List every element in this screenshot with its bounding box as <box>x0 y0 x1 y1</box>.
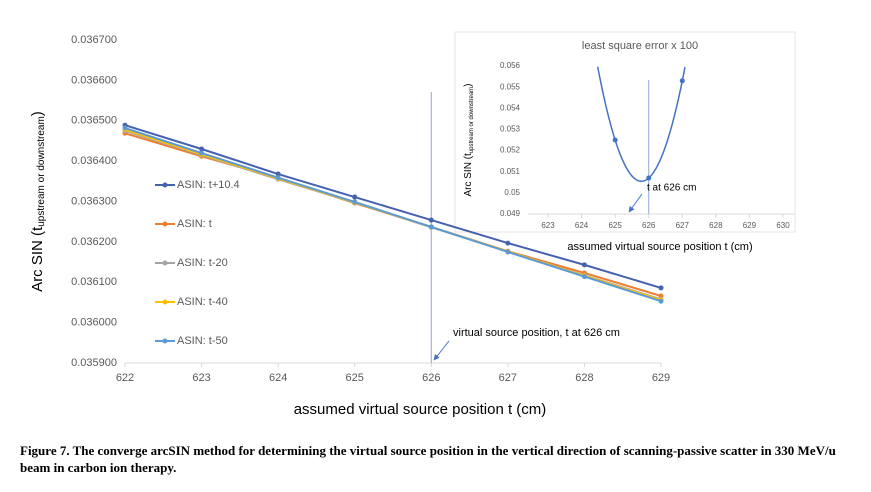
y-tick-label: 0.054 <box>500 103 521 112</box>
x-tick-label: 627 <box>676 221 690 230</box>
x-tick-label: 629 <box>652 372 670 384</box>
data-point <box>275 171 281 177</box>
y-tick-label: 0.036600 <box>71 74 117 86</box>
x-tick-label: 626 <box>422 372 440 384</box>
x-axis-label: assumed virtual source position t (cm) <box>567 241 752 253</box>
y-tick-label: 0.036700 <box>71 34 117 46</box>
data-point <box>428 224 434 230</box>
caption: Figure 7. The converge arcSIN method for… <box>20 443 836 475</box>
data-point <box>612 137 618 143</box>
x-axis-label: assumed virtual source position t (cm) <box>294 401 547 418</box>
x-tick-label: 626 <box>642 221 656 230</box>
y-tick-label: 0.036000 <box>71 317 117 329</box>
y-tick-label: 0.036500 <box>71 115 117 127</box>
legend-label: ASIN: t+10.4 <box>177 179 240 191</box>
x-tick-label: 622 <box>116 372 134 384</box>
y-axis-label-part: upstream or downstream <box>36 116 47 227</box>
legend-marker <box>162 338 168 344</box>
y-tick-label: 0.055 <box>500 82 521 91</box>
legend-label: ASIN: t-40 <box>177 296 228 308</box>
x-tick-label: 623 <box>192 372 210 384</box>
data-point <box>658 298 664 304</box>
y-tick-label: 0.036100 <box>71 276 117 288</box>
data-point <box>352 194 358 200</box>
data-point <box>581 274 587 280</box>
x-tick-label: 630 <box>776 221 790 230</box>
data-point <box>352 199 358 205</box>
y-tick-label: 0.035900 <box>71 357 117 369</box>
data-point <box>581 262 587 268</box>
annotation: virtual source position, t at 626 cm <box>453 327 620 339</box>
x-tick-label: 625 <box>346 372 364 384</box>
fit-curve <box>596 66 686 183</box>
legend-label: ASIN: t-50 <box>177 335 228 347</box>
y-axis-label-part: ) <box>29 111 46 116</box>
x-tick-label: 623 <box>541 221 555 230</box>
y-tick-label: 0.051 <box>500 167 521 176</box>
y-axis-label-part: upstream or downstream <box>469 87 475 153</box>
chart-title: least square error x 100 <box>582 40 698 52</box>
annotation: t at 626 cm <box>647 183 696 194</box>
legend-label: ASIN: t <box>177 218 212 230</box>
data-point <box>505 249 511 255</box>
x-tick-label: 627 <box>499 372 517 384</box>
legend-marker <box>162 182 168 188</box>
y-axis-label-part: Arc SIN (t <box>463 153 474 197</box>
y-tick-label: 0.052 <box>500 146 521 155</box>
x-tick-label: 624 <box>575 221 589 230</box>
x-tick-label: 624 <box>269 372 287 384</box>
y-tick-label: 0.05 <box>504 188 520 197</box>
series-line <box>124 127 662 303</box>
data-point <box>122 125 128 131</box>
x-tick-label: 625 <box>608 221 622 230</box>
y-axis-label: Arc SIN (tupstream or downstream) <box>29 111 47 292</box>
legend-marker <box>162 260 168 266</box>
y-tick-label: 0.053 <box>500 125 521 134</box>
data-point <box>505 240 511 246</box>
y-tick-label: 0.036200 <box>71 236 117 248</box>
legend-marker <box>162 299 168 305</box>
figure: 622 623 624 625 626 627 628 629 0.035900 0.036000… <box>29 31 796 418</box>
page: {"chart_data": [ {"type": "line", "x_lab… <box>20 31 836 475</box>
x-tick-label: 629 <box>743 221 757 230</box>
data-point <box>646 175 652 181</box>
x-tick-label: 628 <box>575 372 593 384</box>
data-point <box>275 175 281 181</box>
legend-marker <box>162 221 168 227</box>
y-tick-label: 0.056 <box>500 61 521 70</box>
legend-label: ASIN: t-20 <box>177 257 228 269</box>
y-tick-label: 0.036300 <box>71 195 117 207</box>
series-line <box>124 124 662 289</box>
data-point <box>199 150 205 156</box>
data-point <box>428 217 434 223</box>
inset-frame <box>454 31 796 233</box>
y-tick-label: 0.036400 <box>71 155 117 167</box>
data-point <box>658 285 664 291</box>
y-axis-label: Arc SIN (tupstream or downstream) <box>463 83 475 196</box>
annotation-arrow <box>433 340 450 361</box>
data-point <box>679 78 685 84</box>
data-point <box>199 146 205 152</box>
y-axis-label-part: Arc SIN (t <box>29 226 46 292</box>
y-axis-label-part: ) <box>463 83 474 86</box>
y-tick-label: 0.049 <box>500 209 521 218</box>
x-tick-label: 628 <box>709 221 723 230</box>
annotation-arrow <box>628 193 643 213</box>
